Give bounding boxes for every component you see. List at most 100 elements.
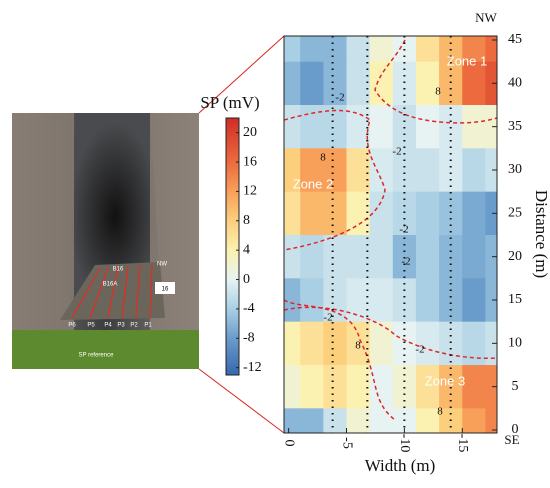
cell	[439, 278, 463, 323]
connector	[198, 35, 285, 114]
cell	[485, 61, 497, 106]
cell	[392, 105, 417, 149]
cell	[323, 61, 348, 106]
y-tick-label: 0	[512, 422, 519, 437]
cell	[392, 365, 417, 409]
heatmap	[284, 36, 497, 433]
cell	[300, 148, 324, 193]
cell	[439, 235, 463, 279]
x-tick-label: -10	[397, 434, 412, 453]
cell	[485, 321, 497, 366]
cell	[462, 235, 486, 279]
cell	[284, 105, 301, 149]
cell	[462, 278, 486, 323]
cell	[284, 61, 301, 106]
cell	[439, 105, 463, 149]
cell	[415, 321, 440, 366]
cell	[346, 61, 371, 106]
colorbar-tick-label: -8	[243, 331, 255, 346]
cell	[485, 408, 497, 433]
y-tick-label: 30	[508, 162, 522, 177]
photo	[12, 113, 199, 369]
cell	[462, 365, 486, 409]
cell	[439, 321, 463, 366]
cell	[346, 36, 371, 63]
contour-label: -2	[323, 312, 332, 324]
cell	[392, 278, 417, 323]
photo-label: SP reference	[79, 353, 115, 359]
cell	[462, 321, 486, 366]
colorbar-tick-label: 12	[243, 184, 257, 199]
colorbar-tick-label: -4	[243, 301, 255, 316]
y-tick-label: 15	[508, 292, 522, 307]
cell	[392, 61, 417, 106]
cell	[369, 105, 394, 149]
contour-label: 8	[435, 86, 441, 98]
x-tick-label: -15	[455, 434, 470, 453]
cell	[439, 191, 463, 236]
cell	[300, 61, 324, 106]
y-tick-label: 35	[508, 119, 522, 134]
photo-label: P4	[104, 323, 112, 329]
cell	[300, 36, 324, 63]
photo-label: NW	[157, 262, 167, 268]
cell	[284, 191, 301, 236]
cell	[300, 365, 324, 409]
colorbar-tick-label: 8	[243, 213, 250, 228]
cell	[415, 61, 440, 106]
cell	[284, 278, 301, 323]
cell	[346, 105, 371, 149]
cell	[462, 191, 486, 236]
contour-label: -2	[415, 344, 424, 356]
cell	[369, 36, 394, 63]
colorbar-tick-label: 0	[243, 272, 250, 287]
zone-boundary	[284, 39, 497, 421]
cell	[369, 61, 394, 106]
cell	[284, 408, 301, 433]
cell	[415, 148, 440, 193]
cell	[485, 36, 497, 63]
cell	[284, 235, 301, 279]
cell	[485, 235, 497, 279]
cell	[462, 148, 486, 193]
x-axis-label: Width (m)	[365, 456, 436, 475]
zone-label: Zone 2	[293, 176, 333, 191]
contour-label: -2	[335, 92, 344, 104]
cell	[300, 235, 324, 279]
contour-label: 8	[437, 406, 443, 418]
cell	[369, 191, 394, 236]
cell	[485, 365, 497, 409]
colorbar-tick-label: 16	[243, 154, 257, 169]
y-axis-label: Distance (m)	[532, 190, 550, 278]
y-tick-label: 25	[508, 206, 522, 221]
cell	[323, 105, 348, 149]
cell	[485, 191, 497, 236]
photo-label: B16A	[103, 282, 118, 288]
cell	[346, 365, 371, 409]
cell	[323, 365, 348, 409]
cell	[284, 36, 301, 63]
cell	[323, 321, 348, 366]
cell	[439, 365, 463, 409]
cell	[415, 235, 440, 279]
contour-label: -2	[399, 224, 408, 236]
cell	[369, 278, 394, 323]
cell	[369, 148, 394, 193]
cell	[323, 148, 348, 193]
contour-label: -2	[401, 256, 410, 268]
cell	[346, 278, 371, 323]
cell	[392, 191, 417, 236]
cell	[462, 36, 486, 63]
cell	[369, 235, 394, 279]
cell	[346, 408, 371, 433]
cell	[415, 36, 440, 63]
cell	[462, 61, 486, 106]
cell	[346, 321, 371, 366]
cell	[392, 321, 417, 366]
cell	[415, 408, 440, 433]
photo-label: P1	[144, 323, 152, 329]
photo-label: P3	[117, 323, 125, 329]
zone-label: Zone 3	[425, 373, 465, 388]
contour-label: -2	[392, 146, 401, 158]
